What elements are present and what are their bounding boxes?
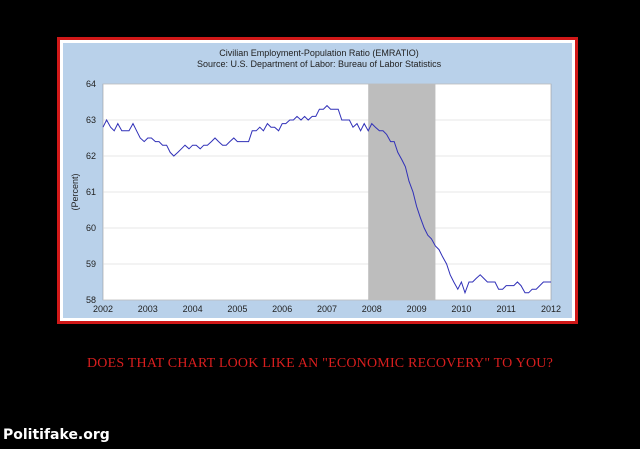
employment-ratio-chart: Civilian Employment-Population Ratio (EM…	[70, 48, 561, 314]
y-tick-label-59: 59	[86, 259, 96, 269]
grid-lines	[103, 83, 551, 301]
x-tick-label-2007: 2007	[317, 304, 337, 314]
y-tick-label-63: 63	[86, 115, 96, 125]
x-tick-label-2004: 2004	[183, 304, 203, 314]
recession-shading	[368, 84, 436, 300]
x-tick-label-2003: 2003	[138, 304, 158, 314]
series-line-0	[102, 104, 551, 295]
y-tick-label-62: 62	[86, 151, 96, 161]
x-tick-label-2002: 2002	[93, 304, 113, 314]
series-layer	[102, 104, 551, 295]
x-tick-label-2012: 2012	[541, 304, 561, 314]
x-tick-labels: 2002 2003 2004 2005 2006 2007 2008 2009 2010 2011…	[93, 304, 561, 314]
x-tick-label-2010: 2010	[451, 304, 471, 314]
chart-panel: Civilian Employment-Population Ratio (EM…	[63, 43, 572, 318]
y-tick-labels: 58 59 60 61 62 63 64	[86, 79, 96, 305]
x-tick-label-2008: 2008	[362, 304, 382, 314]
x-tick-label-2006: 2006	[272, 304, 292, 314]
x-tick-label-2011: 2011	[497, 304, 516, 314]
poster-frame: Civilian Employment-Population Ratio (EM…	[57, 37, 578, 324]
y-tick-label-64: 64	[86, 79, 96, 89]
chart-title: Civilian Employment-Population Ratio (EM…	[219, 48, 418, 58]
x-tick-label-2005: 2005	[227, 304, 247, 314]
poster-caption: DOES THAT CHART LOOK LIKE AN "ECONOMIC R…	[86, 356, 554, 371]
x-tick-label-2009: 2009	[407, 304, 427, 314]
y-tick-label-60: 60	[86, 223, 96, 233]
chart-subtitle: Source: U.S. Department of Labor: Bureau…	[197, 59, 442, 69]
y-tick-label-61: 61	[86, 187, 96, 197]
y-tick-label-58: 58	[86, 295, 96, 305]
recession-band	[368, 84, 436, 300]
y-axis-label: (Percent)	[70, 173, 80, 210]
site-watermark: Politifake.org	[3, 427, 110, 443]
